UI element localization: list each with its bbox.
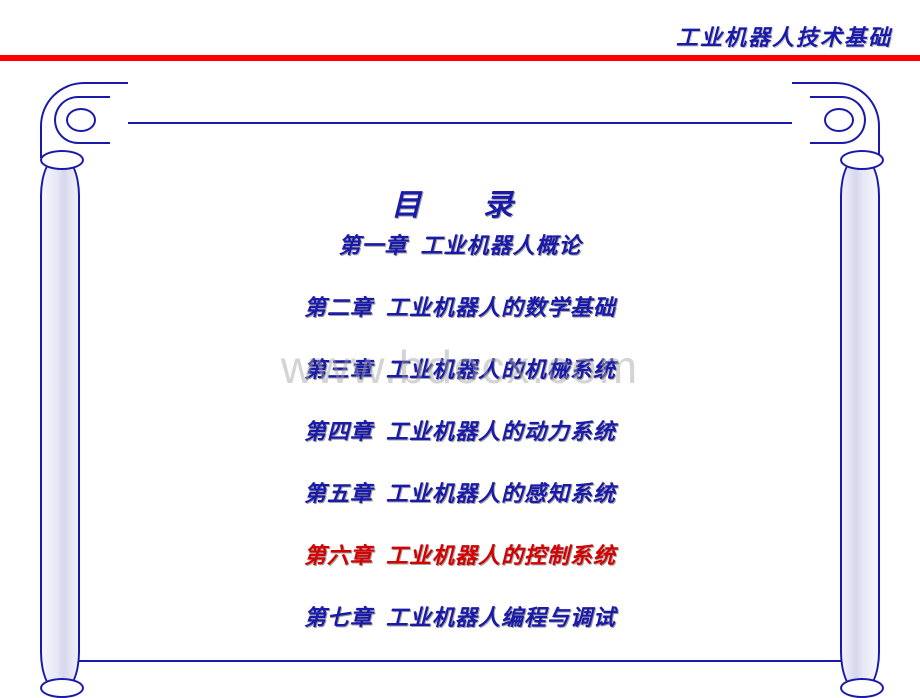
toc-item: 第七章 工业机器人编程与调试 (70, 600, 850, 632)
toc-item: 第五章 工业机器人的感知系统 (70, 476, 850, 508)
scroll-rod-right (840, 156, 880, 692)
toc-item: 第四章 工业机器人的动力系统 (70, 414, 850, 446)
header-divider (0, 55, 920, 61)
toc-item: 第一章 工业机器人概论 (70, 228, 850, 260)
toc-item: 第二章 工业机器人的数学基础 (70, 290, 850, 322)
scroll-container: 目 录 第一章 工业机器人概论第二章 工业机器人的数学基础第三章 工业机器人的机… (50, 86, 870, 686)
scroll-paper: 目 录 第一章 工业机器人概论第二章 工业机器人的数学基础第三章 工业机器人的机… (68, 122, 852, 662)
toc-title: 目 录 (70, 180, 850, 224)
toc-list: 第一章 工业机器人概论第二章 工业机器人的数学基础第三章 工业机器人的机械系统第… (70, 228, 850, 662)
toc-item: 第三章 工业机器人的机械系统 (70, 352, 850, 384)
toc-item: 第六章 工业机器人的控制系统 (70, 538, 850, 570)
page-header-title: 工业机器人技术基础 (676, 20, 892, 52)
scroll-rod-left (40, 156, 80, 692)
